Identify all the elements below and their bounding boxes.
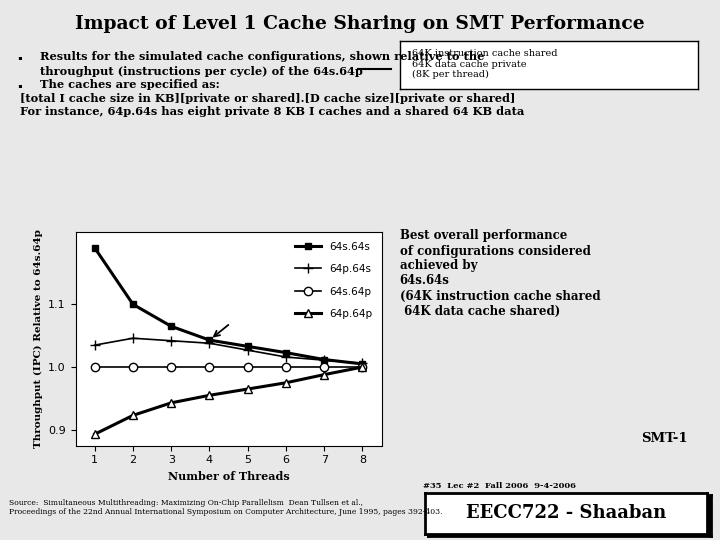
Text: Best overall performance
of configurations considered
achieved by
64s.64s
(64K i: Best overall performance of configuratio… — [400, 230, 600, 318]
64s.64s — [320, 356, 328, 363]
Text: 64K instruction cache shared
64K data cache private
(8K per thread): 64K instruction cache shared 64K data ca… — [412, 49, 557, 79]
64s.64p — [243, 364, 252, 370]
Text: Results for the simulated cache configurations, shown relative to the: Results for the simulated cache configur… — [40, 51, 484, 62]
Line: 64s.64s: 64s.64s — [91, 245, 366, 367]
Text: throughput (instructions per cycle) of the 64s.64p: throughput (instructions per cycle) of t… — [40, 66, 362, 77]
64p.64s — [129, 335, 138, 341]
64p.64p — [167, 400, 176, 406]
64s.64s — [91, 245, 99, 251]
64s.64s — [167, 323, 176, 329]
64s.64p — [205, 364, 214, 370]
Text: ·: · — [16, 51, 23, 69]
Text: Source:  Simultaneous Multithreading: Maximizing On-Chip Parallelism  Dean Tulls: Source: Simultaneous Multithreading: Max… — [9, 498, 363, 507]
Text: [total I cache size in KB][private or shared].[D cache size][private or shared]: [total I cache size in KB][private or sh… — [20, 93, 516, 104]
Y-axis label: Throughput (IPC) Relative to 64s.64p: Throughput (IPC) Relative to 64s.64p — [33, 230, 42, 448]
Line: 64p.64p: 64p.64p — [91, 363, 366, 438]
64s.64s — [243, 343, 252, 349]
Line: 64s.64p: 64s.64p — [91, 363, 366, 371]
Text: SMT-1: SMT-1 — [641, 433, 688, 446]
64p.64p — [205, 392, 214, 399]
64p.64s — [358, 360, 366, 367]
Text: #35  Lec #2  Fall 2006  9-4-2006: #35 Lec #2 Fall 2006 9-4-2006 — [423, 482, 576, 490]
64s.64p — [282, 364, 290, 370]
64p.64p — [282, 380, 290, 386]
Text: Impact of Level 1 Cache Sharing on SMT Performance: Impact of Level 1 Cache Sharing on SMT P… — [75, 15, 645, 33]
Text: Proceedings of the 22nd Annual International Symposium on Computer Architecture,: Proceedings of the 22nd Annual Internati… — [9, 508, 442, 516]
64p.64s — [91, 342, 99, 348]
Text: EECC722 - Shaaban: EECC722 - Shaaban — [466, 504, 666, 522]
64p.64s — [205, 340, 214, 347]
64s.64s — [282, 349, 290, 356]
64p.64s — [243, 347, 252, 353]
X-axis label: Number of Threads: Number of Threads — [168, 471, 289, 482]
64s.64p — [320, 364, 328, 370]
Text: EECC722 - Shaaban: EECC722 - Shaaban — [469, 507, 670, 524]
64p.64s — [320, 357, 328, 363]
Legend: 64s.64s, 64p.64s, 64s.64p, 64p.64p: 64s.64s, 64p.64s, 64s.64p, 64p.64p — [291, 238, 377, 323]
64s.64s — [205, 337, 214, 343]
64p.64p — [320, 372, 328, 378]
64s.64s — [129, 301, 138, 308]
64s.64s — [358, 361, 366, 367]
64p.64s — [167, 338, 176, 344]
64p.64s — [282, 354, 290, 360]
Line: 64p.64s: 64p.64s — [90, 333, 367, 368]
64p.64p — [358, 364, 366, 370]
64s.64p — [167, 364, 176, 370]
Text: The caches are specified as:: The caches are specified as: — [40, 79, 220, 90]
64s.64p — [91, 364, 99, 370]
64p.64p — [243, 386, 252, 392]
Text: ·: · — [16, 79, 23, 97]
64s.64p — [129, 364, 138, 370]
64p.64p — [129, 412, 138, 418]
64s.64p — [358, 364, 366, 370]
Text: For instance, 64p.64s has eight private 8 KB I caches and a shared 64 KB data: For instance, 64p.64s has eight private … — [20, 106, 525, 117]
64p.64p — [91, 431, 99, 437]
